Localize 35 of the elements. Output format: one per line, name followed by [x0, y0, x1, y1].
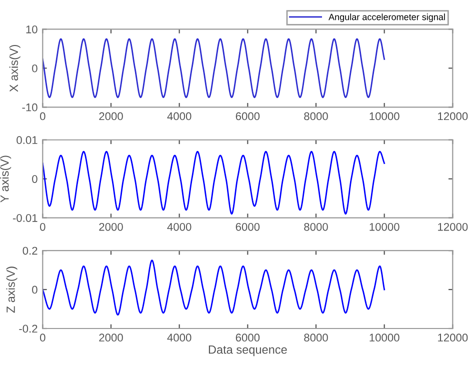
y-tick-label: -0.2: [19, 324, 38, 333]
x-tick-label: 6000: [236, 334, 260, 342]
x-tick-label: 6000: [236, 222, 260, 231]
x-tick-label: 8000: [304, 222, 328, 231]
y-tick-label: 0: [32, 175, 38, 183]
x-tick-label: 12000: [438, 112, 468, 120]
y-tick-label: -0.01: [12, 214, 38, 222]
x-tick-label: 4000: [167, 222, 192, 231]
x-tick-label: 2000: [99, 222, 123, 231]
y-axis-title: X axis(V): [9, 44, 20, 92]
y-tick-label: 0.2: [22, 246, 38, 255]
x-tick-label: 10000: [370, 334, 400, 342]
x-tick-label: 4000: [167, 112, 192, 120]
x-tick-label: 12000: [438, 334, 468, 342]
legend-label: Angular accelerometer signal: [328, 14, 445, 22]
x-tick-label: 12000: [438, 222, 468, 231]
x-tick-label: 8000: [304, 334, 328, 342]
y-tick-label: 0: [32, 286, 38, 294]
x-tick-label: 2000: [99, 112, 123, 120]
x-tick-label: 10000: [370, 112, 400, 120]
x-tick-label: 8000: [304, 112, 328, 120]
x-tick-label: 10000: [370, 222, 400, 231]
y-axis-title: Y axis(V): [0, 156, 12, 202]
x-axis-title: Data sequence: [208, 346, 287, 356]
x-tick-label: 0: [40, 222, 46, 231]
x-tick-label: 2000: [99, 334, 123, 342]
y-tick-label: -10: [22, 103, 38, 112]
x-tick-label: 4000: [167, 334, 192, 342]
x-tick-label: 0: [40, 112, 46, 120]
y-tick-label: 0: [32, 64, 38, 72]
y-tick-label: 10: [26, 25, 38, 34]
x-tick-label: 6000: [236, 112, 260, 120]
x-tick-label: 0: [40, 334, 46, 342]
y-tick-label: 0.01: [16, 136, 38, 144]
y-axis-title: Z axis(V): [6, 266, 18, 313]
